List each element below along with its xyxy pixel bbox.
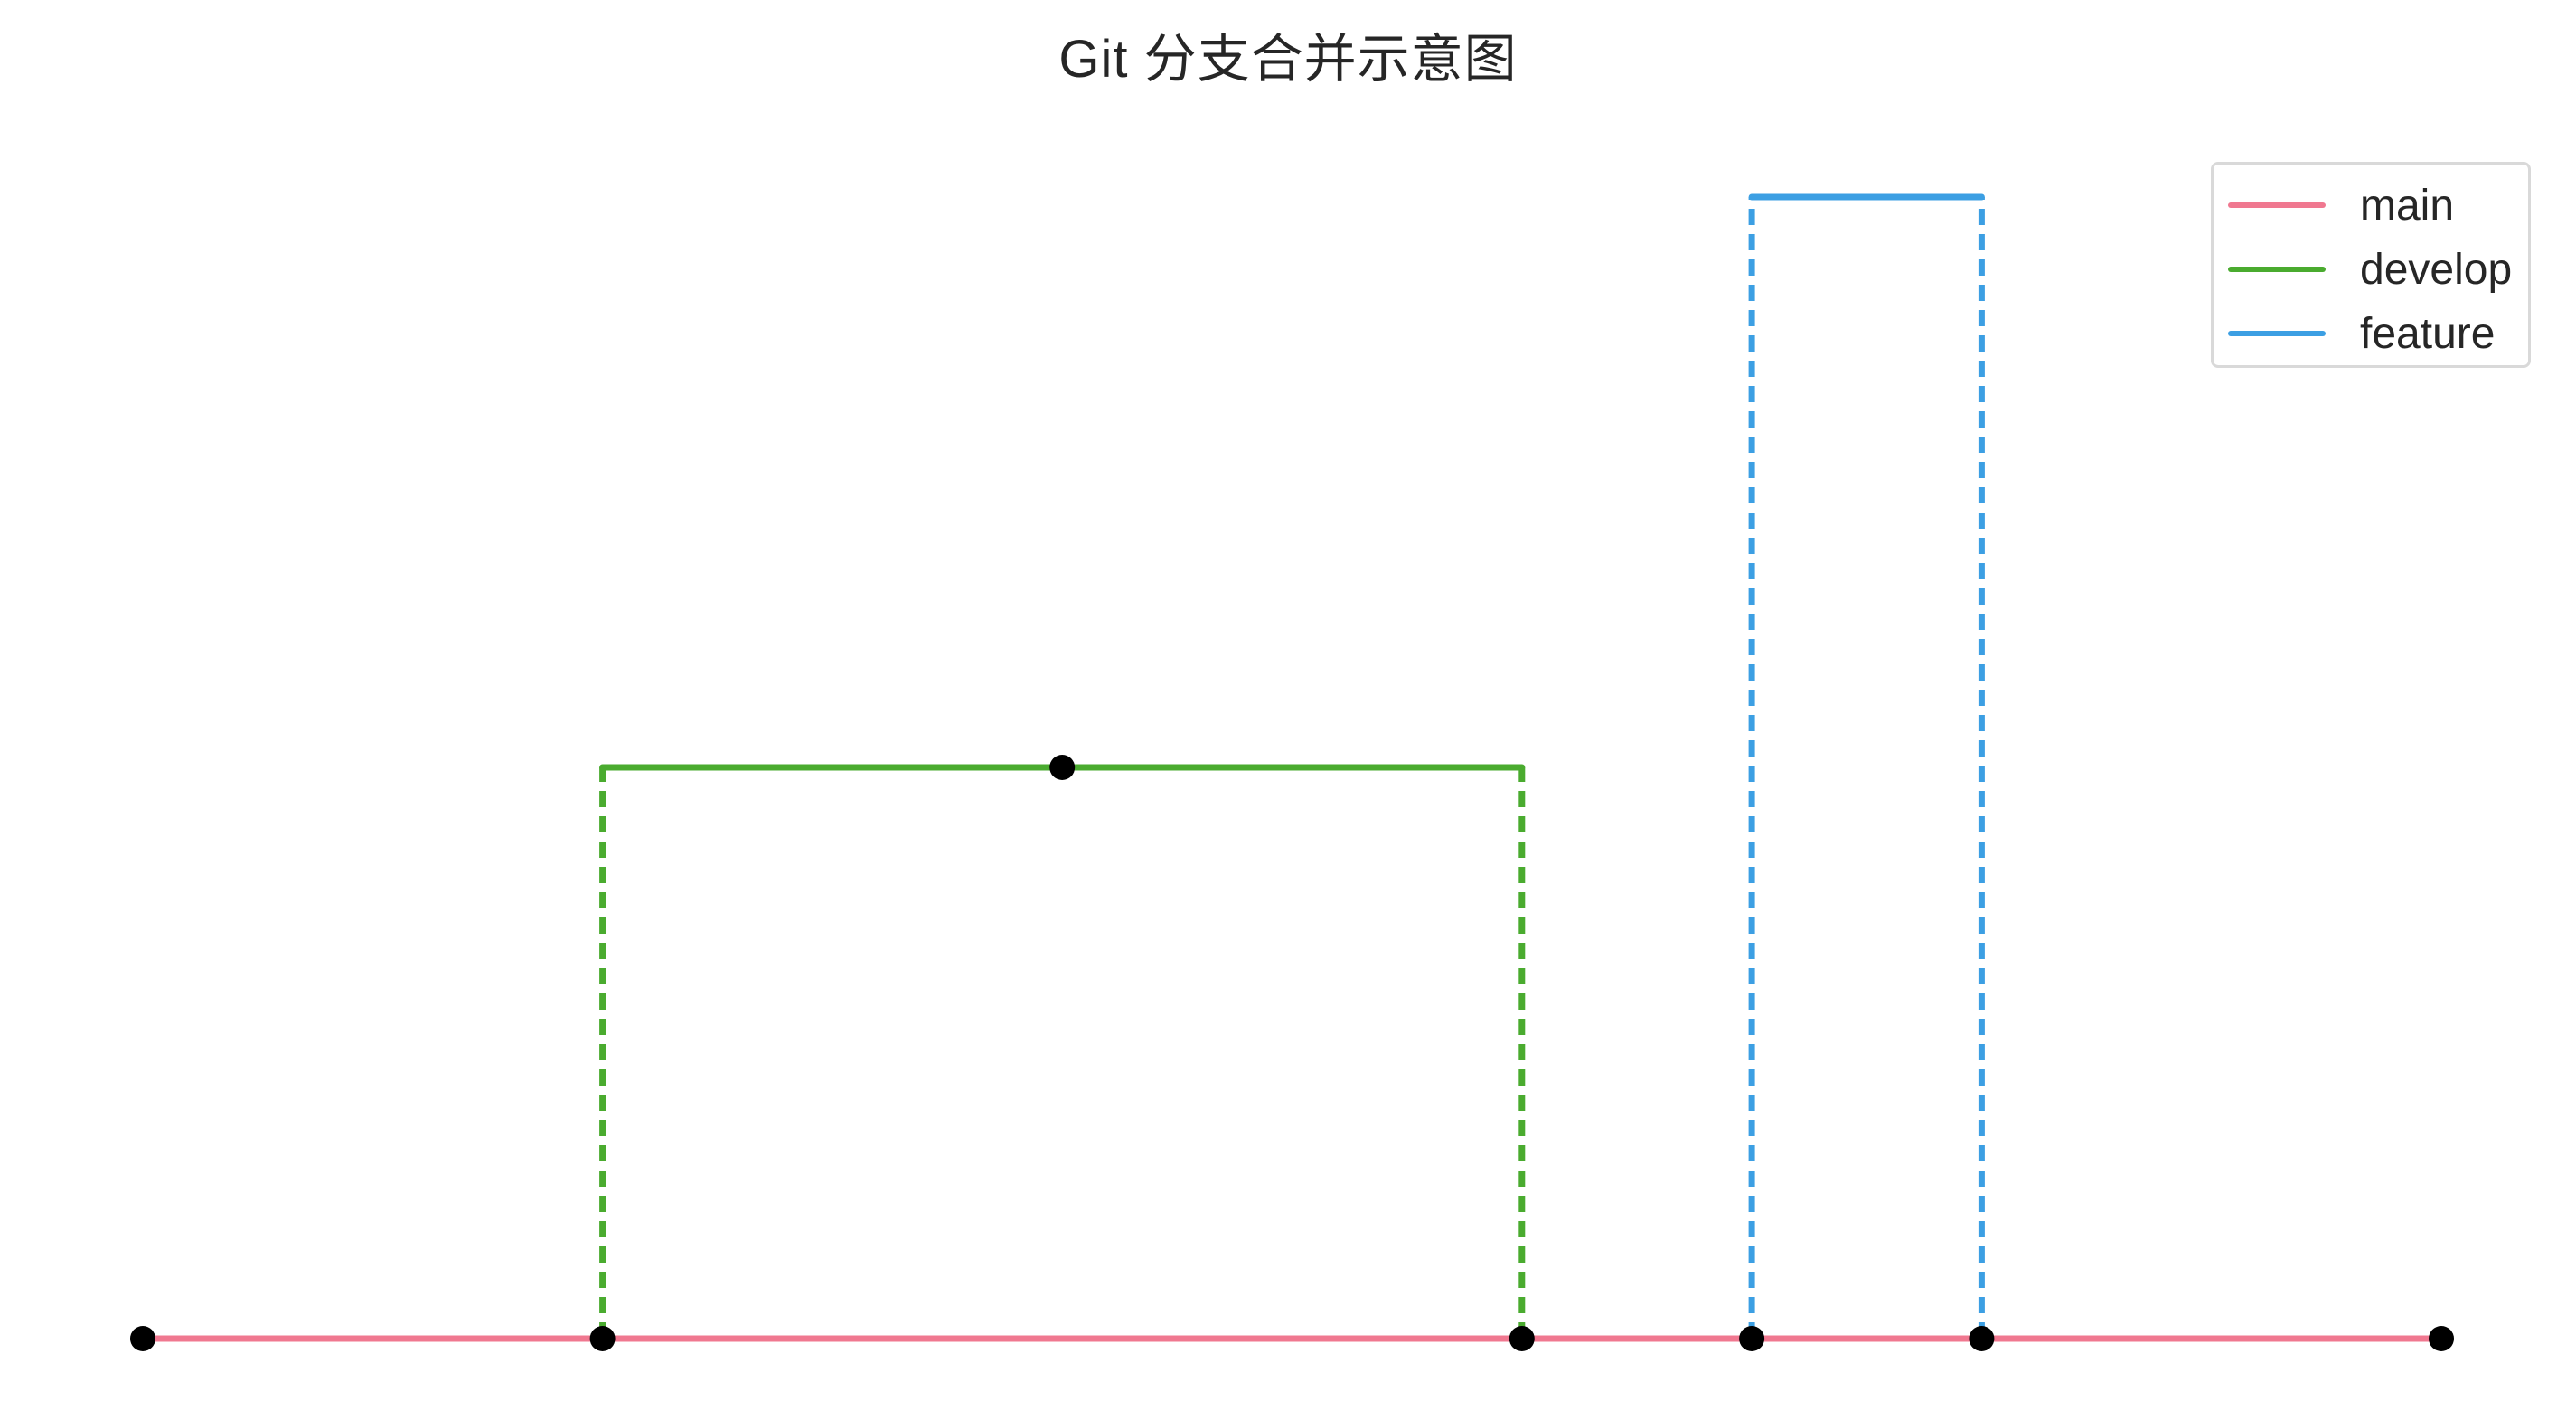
legend-item-main: main [2228, 181, 2455, 230]
legend-label-develop: develop [2360, 245, 2513, 294]
legend-label-main: main [2360, 181, 2455, 230]
legend-swatch-main [2228, 202, 2326, 208]
main-commit-2 [1509, 1326, 1535, 1351]
legend-swatch-feature [2228, 331, 2326, 336]
main-commit-4 [1969, 1326, 1995, 1351]
diagram-title: Git 分支合并示意图 [1058, 30, 1518, 89]
legend-swatch-develop [2228, 267, 2326, 272]
legend-item-feature: feature [2228, 309, 2496, 358]
legend-item-develop: develop [2228, 245, 2513, 294]
main-commit-1 [589, 1326, 616, 1351]
legend: main develop feature [2211, 162, 2531, 368]
main-commit-0 [130, 1326, 155, 1351]
main-commit-3 [1739, 1326, 1765, 1351]
develop-commit-0 [1049, 755, 1076, 780]
legend-label-feature: feature [2360, 309, 2496, 358]
main-commit-5 [2429, 1326, 2454, 1351]
